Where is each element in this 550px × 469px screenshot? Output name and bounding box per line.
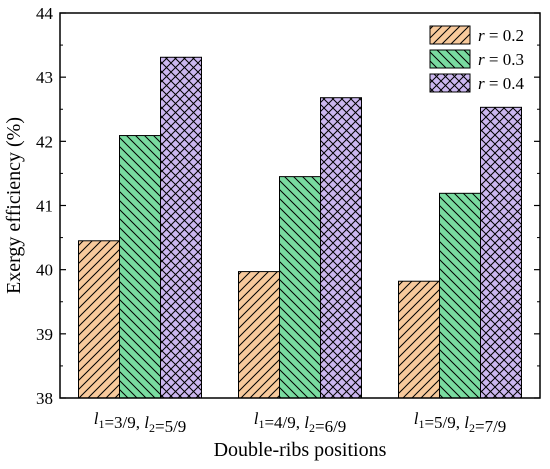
y-tick-label: 42: [36, 132, 53, 151]
bar-series-3-category-2: [320, 97, 362, 399]
x-axis-categories: l1=3/9, l2=5/9 l1=4/9, l2=6/9 l1=5/9, l2=7…: [94, 409, 507, 436]
legend-label-2: r = 0.3: [478, 50, 524, 69]
legend-swatch-1: [429, 25, 471, 45]
x-tick-label: l1=5/9, l2=7/9: [414, 409, 507, 436]
bar-series-2-category-1: [119, 135, 161, 399]
legend-label-1: r = 0.2: [478, 26, 524, 45]
bars-group: [78, 56, 522, 399]
y-tick-label: 44: [36, 4, 54, 23]
bar-series-1-category-1: [78, 240, 120, 399]
bar-series-1-category-2: [238, 271, 280, 399]
bar-series-3-category-1: [160, 56, 202, 399]
y-tick-label: 43: [36, 68, 53, 87]
x-tick-label: l1=4/9, l2=6/9: [254, 409, 347, 436]
bar-series-2-category-2: [279, 176, 321, 399]
plot-area-frame: [59, 12, 541, 399]
y-axis-ticks: 38 39 40 41 42 43 44: [36, 4, 540, 408]
x-tick-label: l1=3/9, l2=5/9: [94, 409, 187, 436]
bar-series-2-category-3: [439, 192, 481, 399]
y-tick-label: 41: [36, 197, 53, 216]
legend-swatch-2: [429, 49, 471, 69]
y-tick-label: 38: [36, 389, 53, 408]
legend-label-3: r = 0.4: [478, 74, 524, 93]
y-axis-title: Exergy efficiency (%): [3, 117, 25, 294]
legend-swatch-3: [429, 73, 471, 93]
bar-series-3-category-3: [480, 106, 522, 399]
bar-series-1-category-3: [398, 280, 440, 399]
legend: r = 0.2 r = 0.3 r = 0.4: [429, 25, 524, 93]
x-axis-title: Double-ribs positions: [214, 439, 387, 461]
y-tick-label: 39: [36, 325, 53, 344]
y-tick-label: 40: [36, 261, 53, 280]
